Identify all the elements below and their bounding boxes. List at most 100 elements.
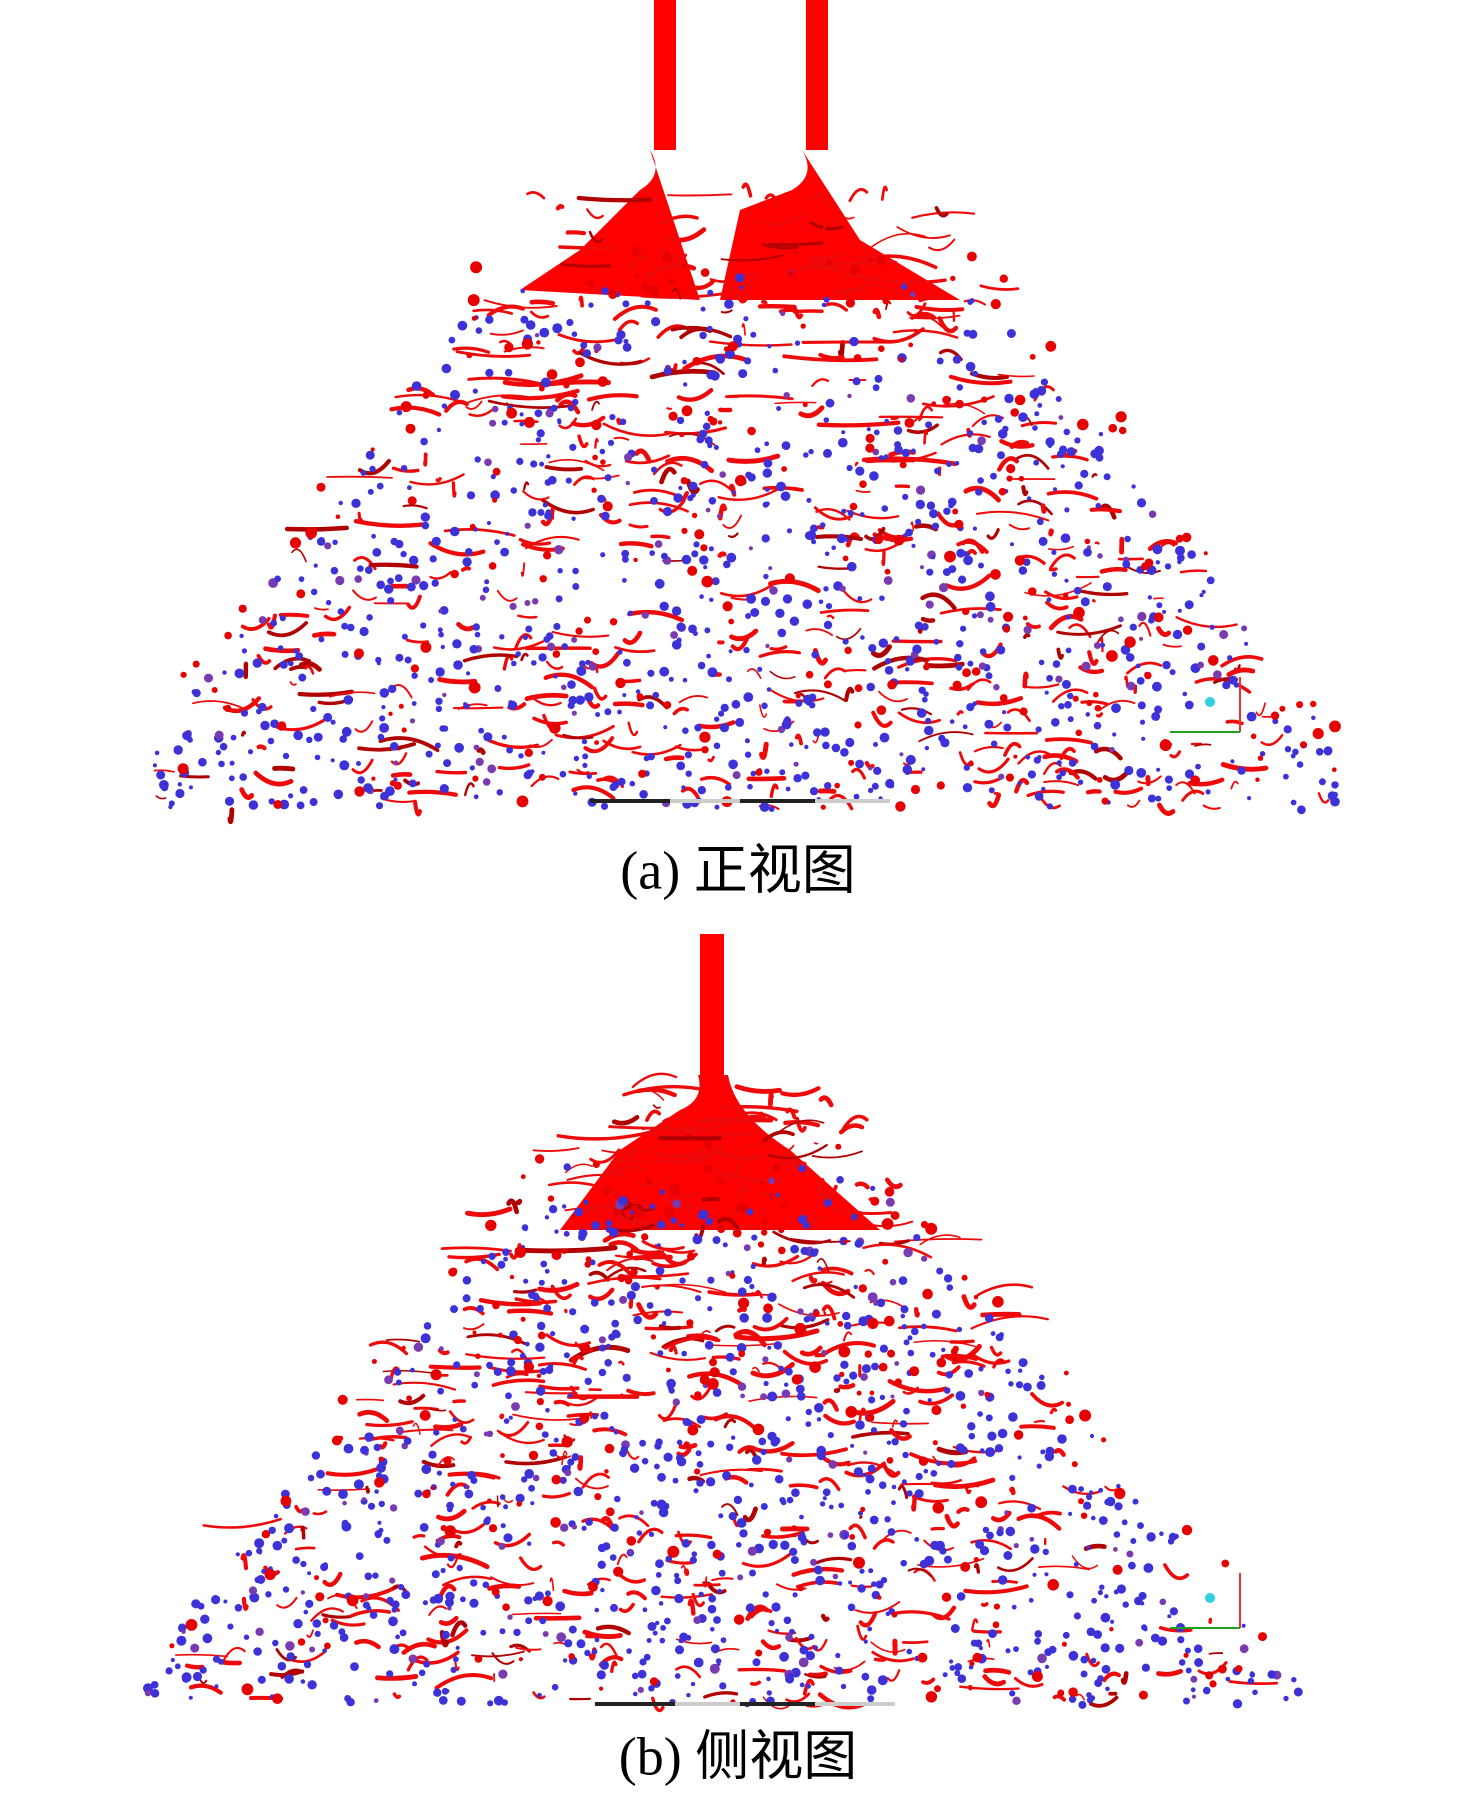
- particle: [750, 770, 757, 777]
- droplet-strand: [756, 211, 808, 227]
- droplet-strand: [804, 1673, 827, 1679]
- droplet-strand: [576, 195, 653, 203]
- particle: [561, 1279, 568, 1285]
- droplet: [419, 1410, 431, 1421]
- droplet: [844, 646, 852, 655]
- droplet: [877, 1595, 882, 1600]
- droplet-strand: [1021, 485, 1029, 497]
- particle: [594, 1607, 600, 1613]
- particle: [1089, 1490, 1094, 1495]
- particle: [847, 561, 857, 572]
- particle: [1099, 1584, 1105, 1590]
- droplet-strand: [843, 669, 867, 672]
- droplet: [645, 1178, 653, 1185]
- particle: [659, 1189, 665, 1195]
- particle: [912, 644, 922, 654]
- particle: [1097, 1675, 1104, 1682]
- droplet: [694, 529, 705, 540]
- particle: [681, 554, 692, 565]
- particle: [503, 1418, 510, 1424]
- droplet-strand: [401, 1641, 437, 1655]
- particle: [809, 702, 816, 709]
- particle: [420, 1333, 431, 1344]
- particle: [248, 1586, 258, 1595]
- particle: [555, 1601, 566, 1612]
- particle: [377, 733, 385, 741]
- particle: [470, 1579, 478, 1587]
- particle: [1112, 732, 1117, 737]
- particle: [1183, 1697, 1190, 1705]
- particle: [955, 664, 963, 671]
- particle: [768, 566, 773, 571]
- droplet: [521, 338, 534, 350]
- droplet-strand: [599, 1642, 619, 1659]
- droplet-strand: [640, 290, 735, 299]
- particle: [314, 1630, 321, 1637]
- droplet: [941, 1592, 952, 1602]
- droplet: [1181, 1524, 1193, 1536]
- droplet: [592, 454, 598, 461]
- droplet-strand: [949, 682, 974, 692]
- particle: [501, 734, 507, 740]
- particle: [534, 409, 543, 418]
- droplet-strand: [1169, 750, 1182, 759]
- particle: [234, 1604, 243, 1612]
- droplet-strand: [963, 1584, 1029, 1595]
- particle: [984, 719, 994, 729]
- particle: [768, 1177, 776, 1185]
- particle: [1098, 1516, 1108, 1525]
- droplet-strand: [987, 792, 1002, 809]
- particle: [299, 786, 308, 794]
- particle: [170, 1657, 175, 1663]
- particle: [431, 1570, 440, 1579]
- droplet-strand: [792, 309, 824, 314]
- particle: [845, 737, 855, 748]
- droplet-strand: [838, 1383, 856, 1390]
- droplet: [869, 1390, 875, 1396]
- particle: [1283, 725, 1292, 734]
- droplet-strand: [767, 241, 824, 247]
- droplet: [1221, 1559, 1230, 1568]
- particle: [785, 1367, 793, 1376]
- droplet-strand: [1008, 523, 1031, 531]
- droplet-strand: [785, 1107, 797, 1120]
- particle: [1083, 1501, 1092, 1510]
- droplet-strand: [537, 1281, 580, 1293]
- droplet: [599, 1686, 604, 1691]
- particle: [617, 649, 623, 655]
- particle: [1034, 1637, 1041, 1645]
- droplet-strand: [565, 230, 587, 236]
- droplet: [561, 1248, 567, 1254]
- particle: [681, 785, 686, 790]
- droplet-strand: [1015, 453, 1050, 470]
- particle: [949, 1659, 954, 1664]
- particle: [803, 452, 809, 458]
- droplet-strand: [772, 1230, 832, 1245]
- particle: [827, 1432, 834, 1439]
- droplet: [648, 285, 660, 297]
- droplet-strand: [627, 721, 639, 737]
- particle: [929, 1351, 936, 1358]
- droplet: [981, 396, 988, 403]
- droplet-strand: [1255, 702, 1266, 717]
- droplet-strand: [588, 1270, 610, 1282]
- droplet-strand: [871, 451, 937, 463]
- particle: [1147, 595, 1153, 600]
- droplet-strand: [719, 583, 774, 598]
- particle: [888, 782, 895, 789]
- particle: [658, 1601, 664, 1606]
- particle: [978, 562, 984, 569]
- droplet: [613, 1566, 624, 1577]
- particle: [1015, 1381, 1024, 1389]
- particle: [450, 1481, 456, 1488]
- droplet-strand: [664, 227, 707, 243]
- particle: [1230, 759, 1235, 764]
- droplet: [636, 693, 644, 700]
- droplet-strand: [1181, 789, 1205, 802]
- particle: [156, 770, 166, 780]
- droplet-strand: [1017, 750, 1052, 765]
- particle: [847, 509, 854, 517]
- droplet: [681, 263, 686, 268]
- particle: [1066, 1591, 1074, 1599]
- droplet-strand: [588, 230, 603, 244]
